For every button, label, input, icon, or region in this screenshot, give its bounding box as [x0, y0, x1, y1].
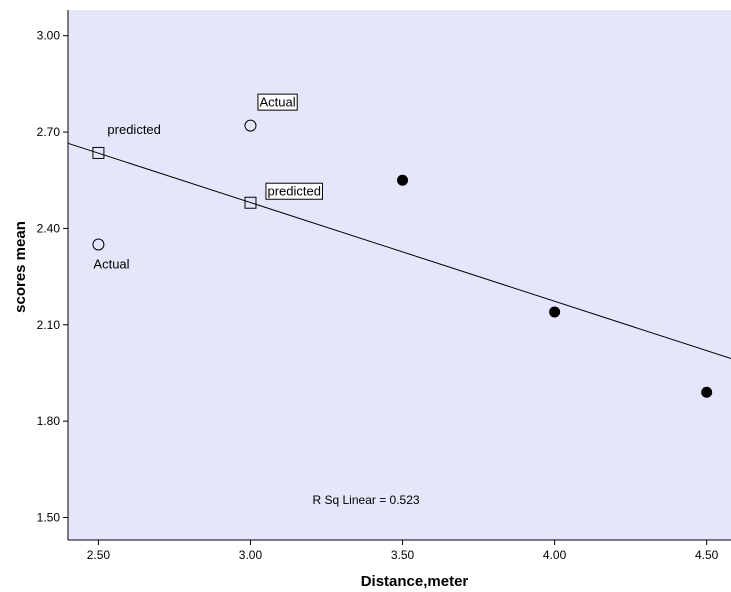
annotations-layer: predicted Actual predicted Actual: [93, 93, 323, 271]
annotation-label-1: Actual: [259, 95, 295, 110]
x-tick-label-2: 3.50: [391, 548, 415, 562]
plot-background: [68, 10, 731, 540]
y-tick-label-4: 2.70: [37, 125, 61, 139]
axes-layer: 1.50 1.80 2.10 2.40 2.70 3.00 2.50 3.00 3.50 4.00…: [37, 10, 731, 562]
y-tick-label-1: 1.80: [37, 414, 61, 428]
annotation-box-2: [265, 182, 323, 200]
y-tick-label-5: 3.00: [37, 29, 61, 43]
data-points-layer: [92, 119, 713, 398]
annotation-box-1: [257, 93, 298, 111]
annotation-label-0: predicted: [107, 122, 160, 137]
r-squared-label: R Sq Linear = 0.523: [313, 493, 420, 507]
data-point-0: [397, 174, 409, 186]
data-point-4: [244, 119, 257, 132]
data-point-5: [92, 146, 105, 159]
y-axis-title: scores mean: [12, 221, 29, 313]
annotation-label-2: predicted: [267, 184, 320, 199]
x-tick-label-3: 4.00: [543, 548, 567, 562]
y-tick-label-2: 2.10: [37, 318, 61, 332]
fit-line: [67, 142, 731, 359]
y-tick-label-3: 2.40: [37, 221, 61, 235]
data-point-1: [549, 306, 561, 318]
x-tick-label-0: 2.50: [87, 548, 111, 562]
data-point-3: [92, 238, 105, 251]
y-tick-label-0: 1.50: [37, 511, 61, 525]
x-axis-title: Distance,meter: [361, 573, 469, 590]
data-point-6: [244, 196, 257, 209]
annotation-label-3: Actual: [93, 256, 129, 271]
fit-line-layer: [67, 142, 731, 359]
data-point-2: [701, 386, 713, 398]
x-tick-label-1: 3.00: [239, 548, 263, 562]
x-tick-label-4: 4.50: [695, 548, 719, 562]
